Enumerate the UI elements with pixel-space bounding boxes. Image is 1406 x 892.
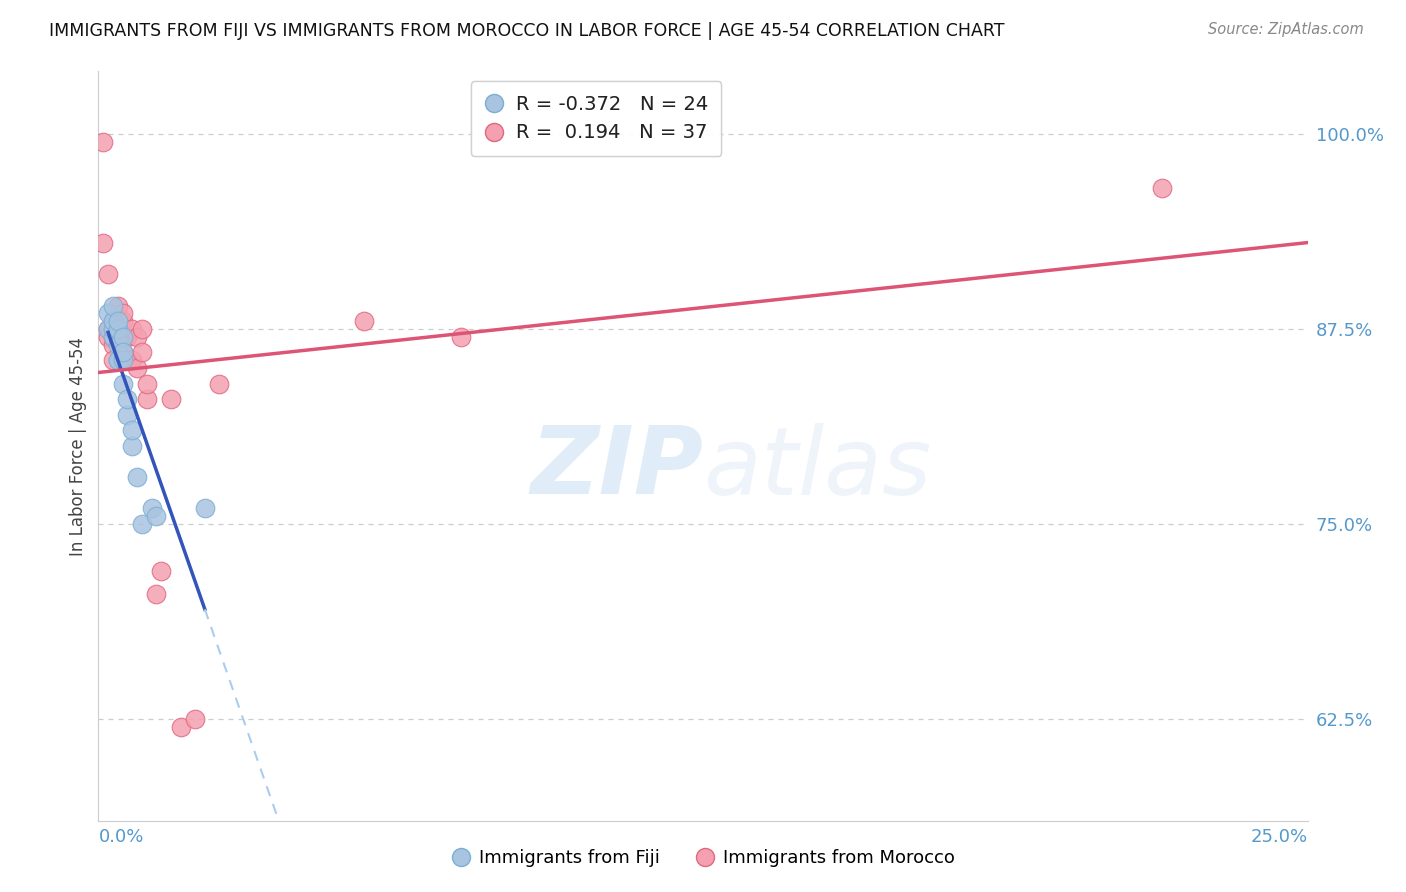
Point <box>107 353 129 368</box>
Point <box>97 322 120 336</box>
Point <box>111 330 134 344</box>
Point <box>91 236 114 251</box>
Point <box>101 322 124 336</box>
Point <box>107 330 129 344</box>
Point <box>91 135 114 149</box>
Point <box>117 353 139 368</box>
Point <box>127 361 149 376</box>
Text: 0.0%: 0.0% <box>98 829 143 847</box>
Point <box>169 720 191 734</box>
Point <box>111 306 134 320</box>
Point <box>160 392 183 407</box>
Text: 25.0%: 25.0% <box>1250 829 1308 847</box>
Point <box>131 322 153 336</box>
Point <box>107 337 129 351</box>
Legend: R = -0.372   N = 24, R =  0.194   N = 37: R = -0.372 N = 24, R = 0.194 N = 37 <box>471 81 721 156</box>
Point <box>107 322 129 336</box>
Point <box>145 509 167 524</box>
Point <box>117 330 139 344</box>
Point <box>101 330 124 344</box>
Point <box>101 314 124 328</box>
Text: ZIP: ZIP <box>530 423 703 515</box>
Point <box>131 345 153 359</box>
Point <box>117 392 139 407</box>
Point <box>1152 181 1174 195</box>
Y-axis label: In Labor Force | Age 45-54: In Labor Force | Age 45-54 <box>69 336 87 556</box>
Point <box>121 322 143 336</box>
Point <box>141 501 163 516</box>
Point <box>107 314 129 328</box>
Point <box>101 330 124 344</box>
Point <box>101 353 124 368</box>
Point <box>353 314 375 328</box>
Point <box>121 439 143 453</box>
Point <box>107 322 129 336</box>
Point <box>127 330 149 344</box>
Point <box>135 376 157 391</box>
Point <box>194 501 217 516</box>
Point <box>111 353 134 368</box>
Point <box>97 322 120 336</box>
Point <box>111 345 134 359</box>
Point <box>97 330 120 344</box>
Text: Source: ZipAtlas.com: Source: ZipAtlas.com <box>1208 22 1364 37</box>
Point <box>97 268 120 282</box>
Point <box>107 353 129 368</box>
Point <box>184 712 207 726</box>
Point <box>117 408 139 422</box>
Point <box>127 470 149 484</box>
Point <box>208 376 231 391</box>
Point <box>131 517 153 532</box>
Point <box>111 376 134 391</box>
Point <box>101 299 124 313</box>
Point <box>145 587 167 601</box>
Point <box>121 424 143 438</box>
Point <box>97 306 120 320</box>
Point <box>450 330 472 344</box>
Point <box>107 299 129 313</box>
Point <box>135 392 157 407</box>
Point <box>111 353 134 368</box>
Text: IMMIGRANTS FROM FIJI VS IMMIGRANTS FROM MOROCCO IN LABOR FORCE | AGE 45-54 CORRE: IMMIGRANTS FROM FIJI VS IMMIGRANTS FROM … <box>49 22 1005 40</box>
Point <box>111 330 134 344</box>
Point <box>150 564 173 578</box>
Point <box>121 353 143 368</box>
Point <box>101 337 124 351</box>
Text: atlas: atlas <box>703 423 931 514</box>
Legend: Immigrants from Fiji, Immigrants from Morocco: Immigrants from Fiji, Immigrants from Mo… <box>444 842 962 874</box>
Point <box>111 330 134 344</box>
Point <box>101 314 124 328</box>
Point <box>111 345 134 359</box>
Point <box>111 314 134 328</box>
